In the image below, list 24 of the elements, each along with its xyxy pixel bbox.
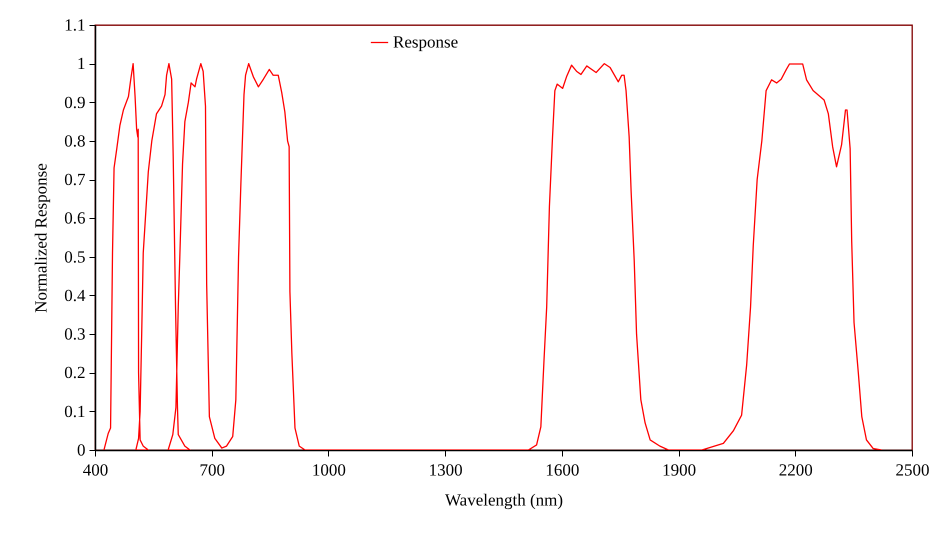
x-tick-label: 2200	[778, 460, 813, 480]
y-tick-label: 0	[77, 440, 86, 460]
x-tick-label: 2500	[896, 460, 930, 480]
y-tick-label: 0.7	[64, 170, 86, 190]
y-tick-label: 0.1	[64, 402, 86, 421]
x-tick-label: 1600	[545, 460, 580, 480]
x-tick-label: 1300	[428, 460, 463, 480]
x-tick-label: 1000	[312, 460, 346, 480]
x-tick-label: 1900	[662, 460, 696, 480]
y-axis-title: Normalized Response	[31, 163, 50, 313]
y-tick-label: 0.5	[64, 247, 86, 266]
legend-label: Response	[393, 32, 458, 52]
y-tick-label: 0.8	[64, 131, 86, 150]
y-tick-label: 0.9	[64, 92, 86, 112]
y-tick-label: 0.2	[64, 363, 86, 382]
x-axis-title: Wavelength (nm)	[444, 490, 564, 510]
y-tick-label: 0.4	[64, 286, 86, 305]
line-series	[103, 62, 882, 450]
y-tick-label: 1	[77, 54, 86, 74]
x-tick-label: 700	[199, 460, 225, 480]
x-tick-label: 400	[82, 460, 108, 480]
y-tick-label: 0.6	[64, 208, 86, 228]
y-tick-label: 1.1	[64, 16, 86, 34]
y-tick-label: 0.3	[64, 324, 86, 344]
